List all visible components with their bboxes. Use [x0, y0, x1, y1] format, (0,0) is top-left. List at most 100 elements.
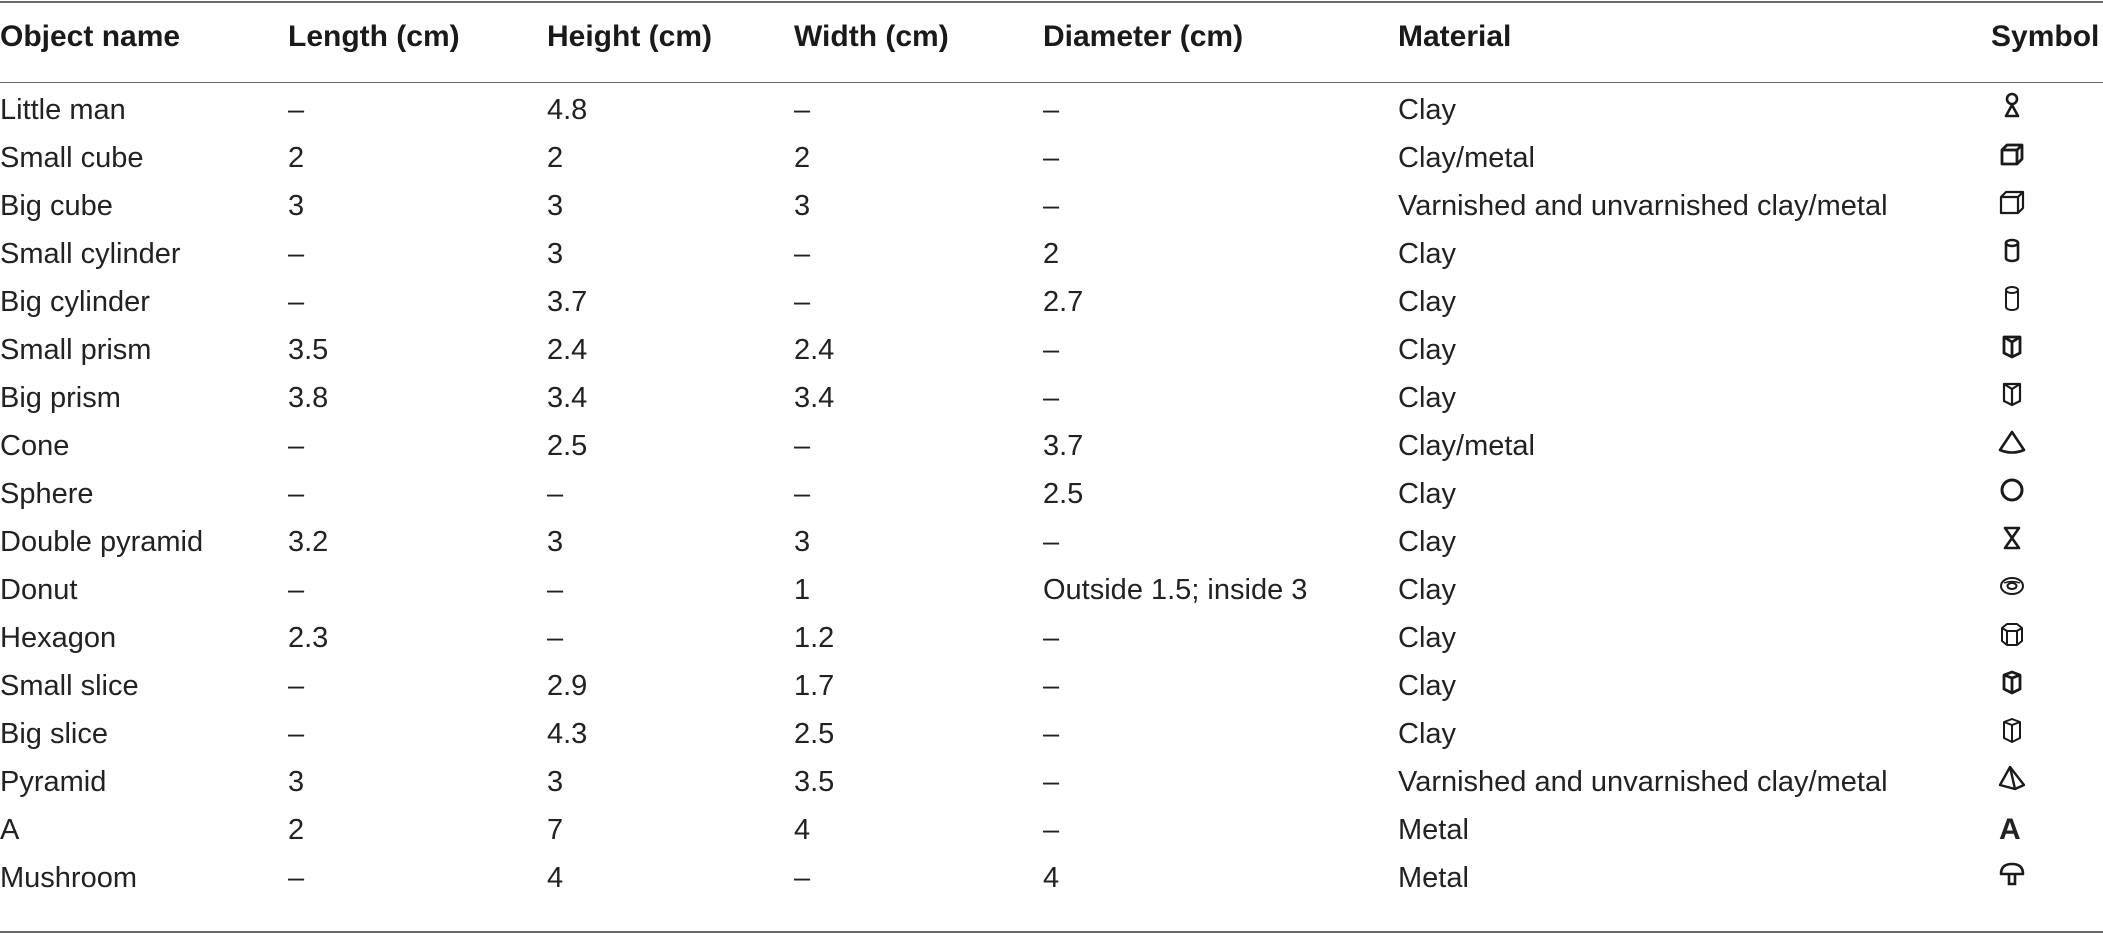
cell-width: 2.5 — [794, 717, 835, 750]
cell-width: 1 — [794, 573, 811, 606]
cell-diameter: 2.7 — [1043, 285, 1084, 318]
cell-height: 3.7 — [547, 285, 588, 318]
cell-height: 4.3 — [547, 717, 588, 750]
cell-object-name: Double pyramid — [0, 525, 204, 558]
cell-symbol — [1991, 326, 2103, 374]
cell-material: Clay — [1398, 333, 1457, 366]
cell-width: – — [794, 477, 811, 510]
table-row: Little man – 4.8 – – Clay — [0, 86, 2103, 134]
cell-width: – — [794, 861, 811, 894]
cell-material: Clay — [1398, 525, 1457, 558]
cell-height: 3.4 — [547, 381, 588, 414]
cell-material: Clay — [1398, 621, 1457, 654]
cell-diameter: – — [1043, 525, 1060, 558]
cell-width: 2 — [794, 141, 811, 174]
cell-length: 3 — [288, 189, 305, 222]
cell-diameter: Outside 1.5; inside 3 — [1043, 573, 1308, 606]
cell-width: 1.7 — [794, 669, 835, 702]
table-row: A 2 7 4 – Metal A — [0, 806, 2103, 854]
cell-width: 2.4 — [794, 333, 835, 366]
table-row: Small slice – 2.9 1.7 – Clay — [0, 662, 2103, 710]
cell-height: 4 — [547, 861, 564, 894]
table-row: Small prism 3.5 2.4 2.4 – Clay — [0, 326, 2103, 374]
cell-diameter: – — [1043, 765, 1060, 798]
cell-material: Clay — [1398, 477, 1457, 510]
table-header-row: Object name Length (cm) Height (cm) Widt… — [0, 0, 2103, 76]
cell-material: Clay/metal — [1398, 429, 1535, 462]
big-prism-icon — [1997, 379, 2027, 409]
object-table: Object name Length (cm) Height (cm) Widt… — [0, 0, 2103, 894]
cell-width: – — [794, 285, 811, 318]
cell-length: – — [288, 573, 305, 606]
cell-material: Varnished and unvarnished clay/metal — [1398, 189, 1888, 222]
cell-material: Clay — [1398, 237, 1457, 270]
cell-height: 3 — [547, 525, 564, 558]
big-cube-icon — [1997, 187, 2027, 217]
cell-object-name: A — [0, 813, 20, 846]
cell-height: 7 — [547, 813, 564, 846]
cell-material: Clay — [1398, 669, 1457, 702]
table-row: Pyramid 3 3 3.5 – Varnished and unvarnished c… — [0, 758, 2103, 806]
cell-length: – — [288, 861, 305, 894]
small-prism-icon — [1997, 331, 2027, 361]
cell-symbol — [1991, 614, 2103, 662]
cell-material: Metal — [1398, 813, 1469, 846]
cell-width: 1.2 — [794, 621, 835, 654]
cell-width: 3 — [794, 189, 811, 222]
cell-material: Clay — [1398, 285, 1457, 318]
cell-material: Varnished and unvarnished clay/metal — [1398, 765, 1888, 798]
cell-object-name: Small cylinder — [0, 237, 181, 270]
cell-diameter: – — [1043, 669, 1060, 702]
cell-width: 3 — [794, 525, 811, 558]
table-bottom-rule — [0, 931, 2103, 933]
cell-height: 4.8 — [547, 93, 588, 126]
cell-symbol — [1991, 710, 2103, 758]
cell-symbol — [1991, 374, 2103, 422]
cell-length: 3.8 — [288, 381, 329, 414]
cell-diameter: – — [1043, 381, 1060, 414]
cell-length: 2.3 — [288, 621, 329, 654]
table-row: Double pyramid 3.2 3 3 – Clay — [0, 518, 2103, 566]
cell-material: Metal — [1398, 861, 1469, 894]
cell-width: – — [794, 237, 811, 270]
small-cylinder-icon — [1997, 235, 2027, 265]
table-row: Small cylinder – 3 – 2 Clay — [0, 230, 2103, 278]
table-top-rule — [0, 1, 2103, 3]
table-row: Hexagon 2.3 – 1.2 – Clay — [0, 614, 2103, 662]
table-row: Sphere – – – 2.5 Clay — [0, 470, 2103, 518]
cell-width: – — [794, 429, 811, 462]
double-pyramid-icon — [1997, 523, 2027, 553]
cell-material: Clay — [1398, 381, 1457, 414]
header-width: Width (cm) — [794, 20, 949, 53]
cell-height: 3 — [547, 189, 564, 222]
header-height: Height (cm) — [547, 20, 712, 53]
cell-height: 3 — [547, 765, 564, 798]
cell-symbol — [1991, 230, 2103, 278]
cell-object-name: Small cube — [0, 141, 144, 174]
table-header-rule — [0, 82, 2103, 83]
cell-material: Clay — [1398, 573, 1457, 606]
cell-length: – — [288, 717, 305, 750]
cone-icon — [1997, 427, 2027, 457]
cell-symbol — [1991, 566, 2103, 614]
small-cube-icon — [1997, 139, 2027, 169]
cell-height: – — [547, 477, 564, 510]
cell-width: 3.4 — [794, 381, 835, 414]
cell-symbol — [1991, 470, 2103, 518]
cell-height: – — [547, 573, 564, 606]
sphere-icon — [1997, 475, 2027, 505]
hexagon-icon — [1997, 619, 2027, 649]
cell-length: 3 — [288, 765, 305, 798]
big-slice-icon — [1997, 715, 2027, 745]
cell-material: Clay — [1398, 717, 1457, 750]
cell-symbol — [1991, 278, 2103, 326]
cell-object-name: Mushroom — [0, 861, 137, 894]
donut-icon — [1997, 571, 2027, 601]
cell-diameter: – — [1043, 141, 1060, 174]
cell-symbol — [1991, 758, 2103, 806]
header-material: Material — [1398, 20, 1512, 53]
cell-object-name: Little man — [0, 93, 126, 126]
cell-length: – — [288, 237, 305, 270]
cell-symbol — [1991, 518, 2103, 566]
little-man-icon — [1997, 91, 2027, 121]
